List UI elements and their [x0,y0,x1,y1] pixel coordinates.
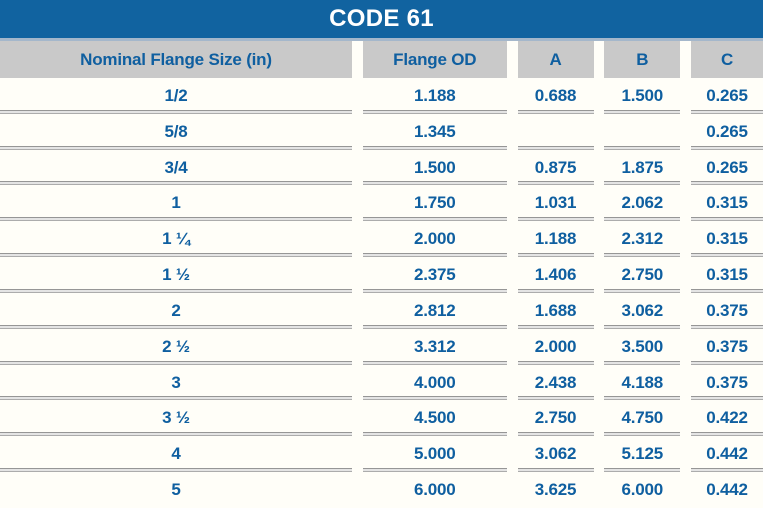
table-cell: 1 ¼ [0,221,352,257]
table-cell: 0.265 [691,78,763,114]
table-cell: 1.188 [517,221,594,257]
table-cell: 3.625 [534,480,577,500]
table-cell: 6.000 [413,480,456,500]
table-cell: 1.688 [517,293,594,329]
table-cell: 1.406 [517,257,594,293]
table-cell: 3.500 [604,329,681,365]
table-cell: 2 ½ [0,329,352,365]
table-cell: 6.000 [621,480,664,500]
table-cell: 4 [0,436,352,472]
table-cell: 3 ½ [0,400,352,437]
table-cell: 2.750 [517,400,594,437]
table-cell: 2 [0,293,352,329]
table-cell: 2.312 [604,221,681,257]
table-cell: 5/8 [0,114,352,150]
table-cell: 0.422 [691,400,763,437]
table-title-banner: CODE 61 [0,0,763,38]
table-cell: 2.750 [604,257,681,293]
table-cell: 1 ½ [0,257,352,293]
table-cell: 1.188 [362,78,507,114]
table-cell: 2.375 [362,257,507,293]
table-cell: 3/4 [0,150,352,186]
spec-table: Nominal Flange Size (in) Flange OD A B C 1/2 1… [0,41,763,508]
table-cell: 0.315 [691,185,763,222]
table-cell: 5.000 [362,436,507,472]
table-cell: 0.688 [517,78,594,114]
table-cell: 0.315 [691,257,763,293]
table-cell: 4.750 [604,400,681,437]
table-cell: 4.000 [362,365,507,401]
table-cell: 1.345 [362,114,507,150]
table-cell: 5 [171,480,181,500]
header-cell-0: Nominal Flange Size (in) [0,41,352,78]
header-cell-3: B [604,41,681,78]
table-cell: 3.062 [604,293,681,329]
table-cell: 4.188 [604,365,681,401]
table-cell: 0.375 [691,329,763,365]
table-cell: 2.062 [604,185,681,222]
table-cell [604,114,681,150]
table-cell: 4.500 [362,400,507,437]
table-cell: 2.000 [362,221,507,257]
table-cell: 1 [0,185,352,222]
table-cell: 2.000 [517,329,594,365]
table-cell: 1/2 [0,78,352,114]
table-cell: 0.265 [691,114,763,150]
table-cell: 1.031 [517,185,594,222]
table-cell: 3.312 [362,329,507,365]
header-cell-4: C [691,41,763,78]
table-cell: 0.265 [691,150,763,186]
table-cell: 2.812 [362,293,507,329]
table-title: CODE 61 [329,5,434,32]
table-cell: 0.442 [706,480,748,500]
table-cell: 1.500 [604,78,681,114]
table-cell: 1.500 [362,150,507,186]
banner-divider [0,38,763,41]
table-cell: 3 [0,365,352,401]
table-cell [517,114,594,150]
table-cell: 0.315 [691,221,763,257]
table-cell: 5.125 [604,436,681,472]
table-cell: 1.750 [362,185,507,222]
table-cell: 3.062 [517,436,594,472]
table-cell: 0.375 [691,365,763,401]
table-cell: 0.375 [691,293,763,329]
header-cell-2: A [517,41,594,78]
table-cell: 0.875 [517,150,594,186]
table-cell: 0.442 [691,436,763,472]
table-cell: 1.875 [604,150,681,186]
header-cell-1: Flange OD [362,41,507,78]
table-cell: 2.438 [517,365,594,401]
